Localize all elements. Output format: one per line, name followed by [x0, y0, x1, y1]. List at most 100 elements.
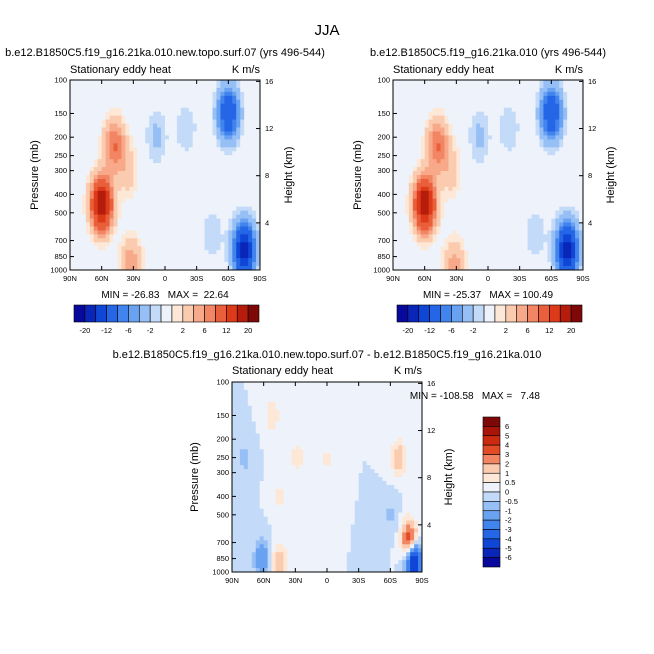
contour-cell: [420, 83, 426, 89]
contour-cell: [527, 103, 532, 109]
contour-cell: [129, 163, 134, 168]
contour-cell: [85, 262, 91, 267]
contour-cell: [428, 246, 433, 251]
contour-cell: [440, 127, 445, 132]
contour-cell: [480, 103, 485, 109]
contour-cell: [539, 266, 544, 271]
contour-cell: [523, 87, 528, 93]
contour-cell: [543, 206, 548, 212]
contour-cell: [432, 182, 437, 188]
contour-cell: [117, 95, 122, 101]
contour-cell: [220, 246, 225, 251]
contour-cell: [232, 194, 237, 200]
contour-cell: [440, 175, 445, 180]
contour-cell: [571, 171, 576, 176]
contour-cell: [555, 218, 560, 223]
contour-cell: [523, 266, 528, 271]
contour-cell: [208, 175, 213, 180]
contour-cell: [416, 111, 422, 117]
contour-cell: [491, 190, 497, 196]
contour-cell: [161, 135, 166, 140]
contour-cell: [81, 87, 87, 93]
contour-cell: [499, 186, 505, 192]
contour-cell: [149, 167, 154, 172]
contour-cell: [452, 258, 457, 263]
contour-cell: [125, 135, 130, 140]
contour-cell: [519, 230, 525, 235]
contour-cell: [125, 115, 130, 120]
contour-cell: [378, 393, 383, 399]
contour-cell: [287, 389, 292, 395]
contour-cell: [81, 210, 87, 215]
contour-cell: [220, 119, 225, 124]
y-tick-label: 150: [377, 109, 390, 118]
contour-cell: [97, 155, 103, 160]
contour-cell: [153, 175, 158, 180]
contour-cell: [145, 234, 150, 239]
contour-cell: [563, 155, 568, 160]
contour-cell: [511, 159, 517, 164]
contour-cell: [539, 222, 544, 227]
contour-cell: [145, 206, 150, 212]
contour-cell: [137, 178, 142, 184]
contour-cell: [440, 151, 445, 156]
contour-cell: [236, 210, 241, 215]
contour-cell: [176, 135, 182, 140]
contour-cell: [515, 206, 521, 212]
contour-cell: [220, 258, 225, 263]
contour-cell: [382, 393, 387, 399]
contour-cell: [240, 246, 245, 251]
contour-cell: [567, 131, 572, 136]
contour-cell: [551, 214, 556, 219]
contour-cell: [354, 382, 360, 387]
contour-cell: [208, 135, 213, 140]
colorbar-swatch: [440, 304, 452, 323]
contour-cell: [232, 87, 237, 93]
contour-cell: [165, 266, 170, 271]
contour-cell: [432, 246, 437, 251]
contour-cell: [503, 234, 509, 239]
contour-cell: [256, 119, 261, 124]
contour-cell: [484, 163, 489, 168]
contour-cell: [424, 182, 430, 188]
contour-cell: [571, 163, 576, 168]
contour-cell: [428, 202, 433, 208]
contour-cell: [228, 254, 233, 259]
contour-cell: [396, 218, 402, 223]
contour-cell: [436, 123, 441, 128]
contour-cell: [216, 107, 221, 113]
contour-cell: [256, 258, 261, 263]
contour-cell: [113, 103, 118, 109]
contour-cell: [567, 127, 572, 132]
panel-1-left-label: Stationary eddy heat: [70, 64, 171, 76]
contour-cell: [113, 242, 118, 247]
contour-cell: [232, 99, 237, 105]
contour-cell: [109, 111, 114, 117]
contour-cell: [440, 194, 445, 200]
contour-cell: [240, 151, 245, 156]
contour-cell: [346, 393, 352, 399]
contour-cell: [511, 127, 517, 132]
contour-cell: [420, 198, 426, 204]
contour-cell: [555, 210, 560, 215]
contour-cell: [456, 147, 461, 152]
contour-cell: [252, 83, 257, 89]
contour-cell: [232, 151, 237, 156]
contour-cell: [346, 385, 352, 391]
contour-cell: [547, 238, 552, 243]
contour-cell: [432, 87, 437, 93]
contour-cell: [180, 190, 186, 196]
contour-cell: [527, 202, 532, 208]
contour-cell: [240, 147, 245, 152]
contour-cell: [105, 115, 110, 120]
contour-cell: [97, 238, 103, 243]
contour-cell: [480, 194, 485, 200]
contour-cell: [149, 171, 154, 176]
contour-cell: [460, 175, 465, 180]
contour-cell: [480, 266, 485, 271]
contour-cell: [224, 167, 229, 172]
contour-cell: [563, 87, 568, 93]
contour-cell: [456, 194, 461, 200]
contour-cell: [129, 91, 134, 97]
contour-cell: [149, 159, 154, 164]
